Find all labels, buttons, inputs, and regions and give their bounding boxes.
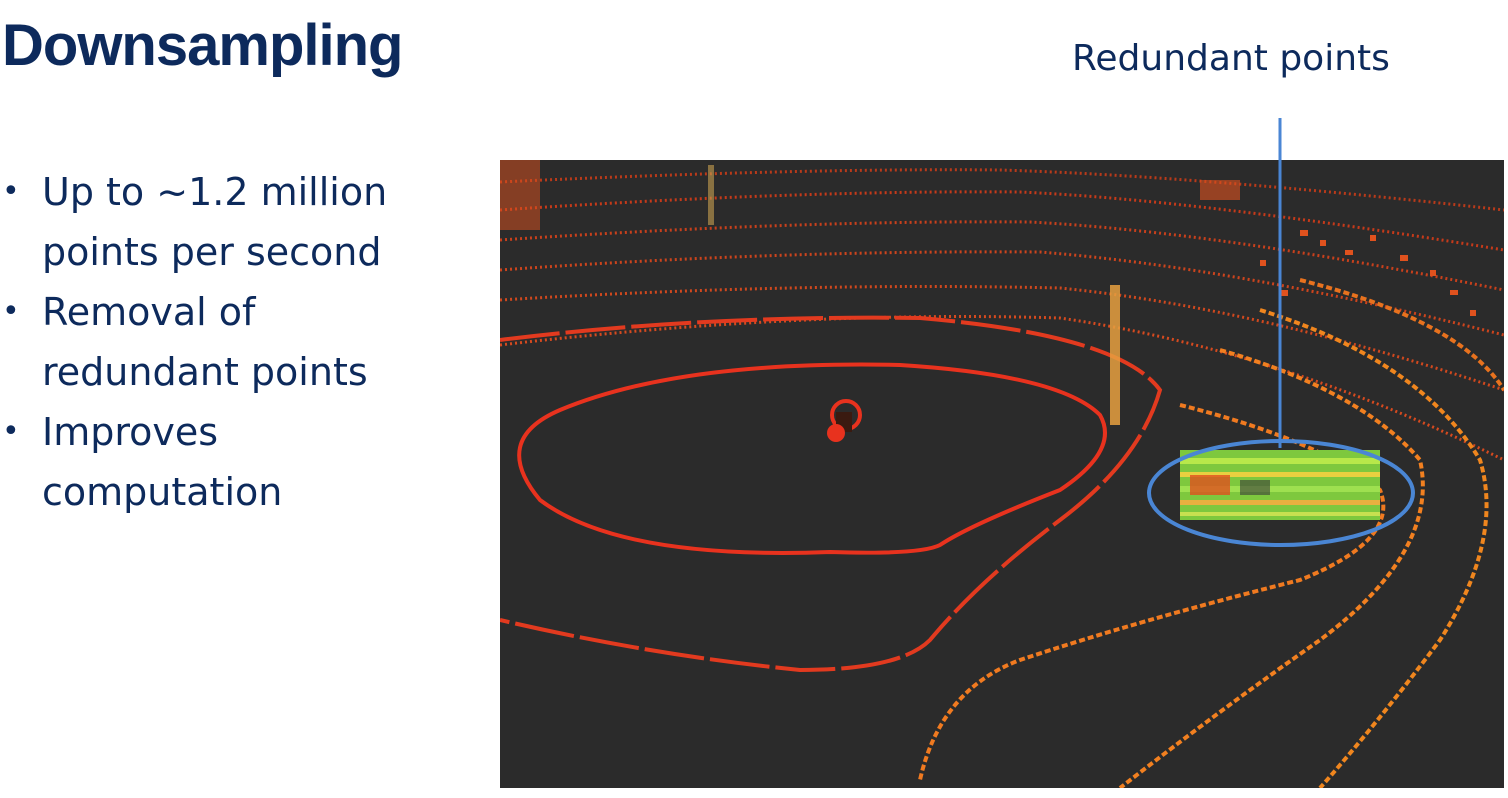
bullet-dot-icon: • xyxy=(2,402,20,462)
lidar-point-cloud-image xyxy=(500,160,1504,788)
redundant-points-cluster xyxy=(1180,450,1380,520)
far-ring-lines xyxy=(500,170,1504,460)
mid-ring xyxy=(500,318,1160,670)
bullet-item: • Up to ~1.2 million points per second xyxy=(0,162,480,282)
bullet-text-line-2: computation xyxy=(42,470,282,514)
bullet-item: • Removal of redundant points xyxy=(0,282,480,402)
bullet-text-line-1: Improves xyxy=(42,410,218,454)
pole xyxy=(1110,285,1120,425)
bullet-text-line-2: points per second xyxy=(42,230,382,274)
slide-title: Downsampling xyxy=(2,14,402,78)
bullet-list: • Up to ~1.2 million points per second •… xyxy=(0,162,480,522)
bullet-dot-icon: • xyxy=(2,282,20,342)
near-orange-rings xyxy=(920,280,1504,788)
callout-label: Redundant points xyxy=(1072,38,1390,79)
bullet-dot-icon: • xyxy=(2,162,20,222)
bullet-text-line-2: redundant points xyxy=(42,350,368,394)
inner-ring xyxy=(519,365,1105,553)
lidar-sensor-icon xyxy=(827,401,860,442)
bullet-item: • Improves computation xyxy=(0,402,480,522)
bullet-text-line-1: Up to ~1.2 million xyxy=(42,170,387,214)
bullet-text-line-1: Removal of xyxy=(42,290,255,334)
